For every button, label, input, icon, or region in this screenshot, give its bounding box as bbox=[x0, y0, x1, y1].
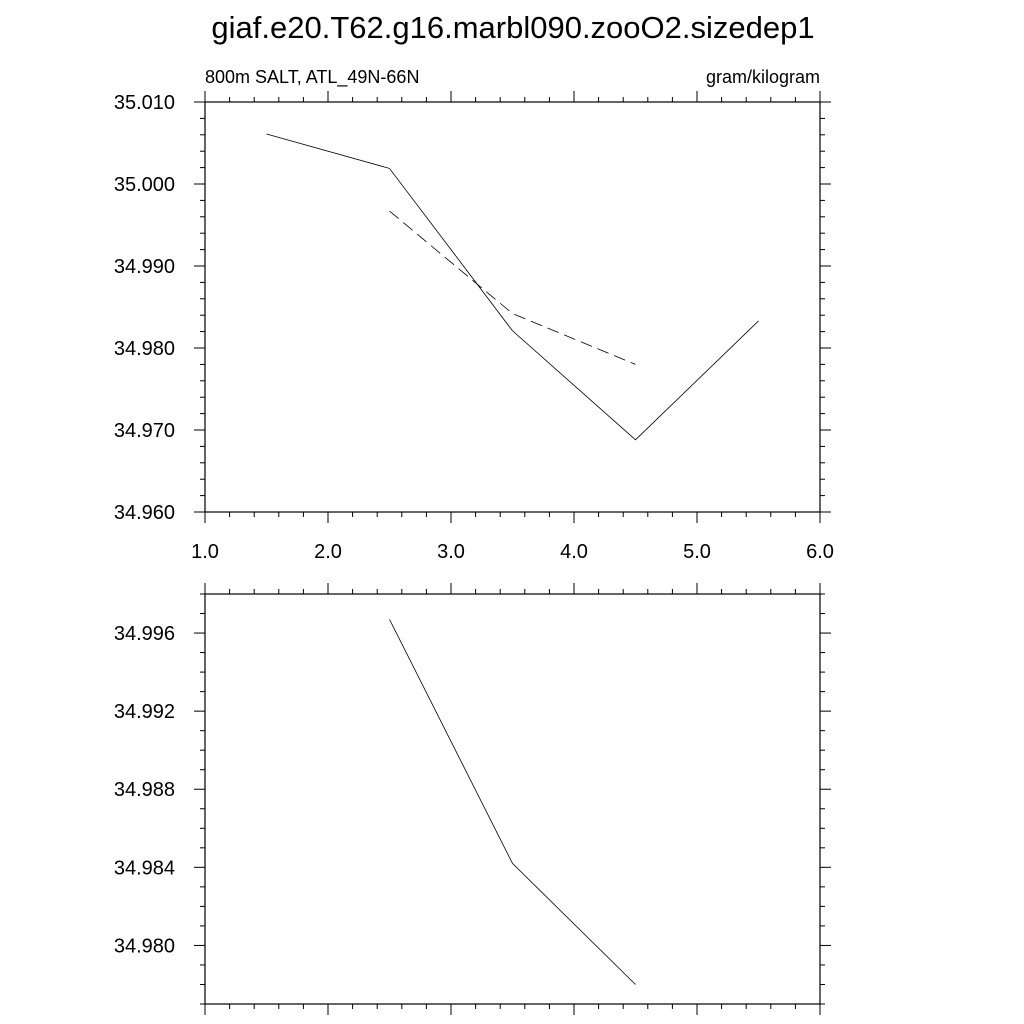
top-left-title: 800m SALT, ATL_49N-66N bbox=[205, 67, 419, 88]
y-tick-label: 34.980 bbox=[114, 338, 175, 360]
top-ticks: 1.0 2.0 3.0 4.0 5.0 6.0 34.960 34.970 34.980 34.9… bbox=[114, 91, 834, 563]
y-tick-label: 34.988 bbox=[114, 779, 175, 801]
series-line-solid bbox=[389, 619, 636, 985]
figure-title: giaf.e20.T62.g16.marbl090.zooO2.sizedep1 bbox=[211, 10, 814, 45]
bottom-panel: 34.980 34.984 34.988 34.992 34.996 bbox=[114, 583, 831, 1015]
y-tick-label: 34.970 bbox=[114, 420, 175, 442]
y-tick-label: 34.992 bbox=[114, 701, 175, 723]
y-tick-label: 34.980 bbox=[114, 935, 175, 957]
x-tick-label: 4.0 bbox=[560, 541, 588, 563]
x-tick-label: 6.0 bbox=[806, 541, 834, 563]
x-tick-label: 3.0 bbox=[437, 541, 465, 563]
top-right-title: gram/kilogram bbox=[706, 67, 820, 87]
bottom-ticks: 34.980 34.984 34.988 34.992 34.996 bbox=[114, 583, 831, 1015]
y-tick-label: 35.010 bbox=[114, 92, 175, 114]
top-series-group bbox=[266, 133, 759, 441]
y-tick-label: 34.960 bbox=[114, 502, 175, 524]
x-tick-label: 2.0 bbox=[314, 541, 342, 563]
top-panel: 800m SALT, ATL_49N-66N gram/kilogram 1.0… bbox=[114, 67, 834, 563]
series-line-dashed bbox=[389, 210, 636, 365]
y-tick-label: 34.996 bbox=[114, 623, 175, 645]
top-plot-frame bbox=[204, 101, 821, 513]
y-tick-label: 34.990 bbox=[114, 256, 175, 278]
x-tick-label: 5.0 bbox=[683, 541, 711, 563]
y-tick-label: 35.000 bbox=[114, 174, 175, 196]
bottom-series-group bbox=[389, 619, 636, 985]
series-line-solid bbox=[266, 133, 759, 441]
bottom-plot-frame bbox=[204, 593, 821, 1005]
y-tick-label: 34.984 bbox=[114, 857, 175, 879]
x-tick-label: 1.0 bbox=[191, 541, 219, 563]
